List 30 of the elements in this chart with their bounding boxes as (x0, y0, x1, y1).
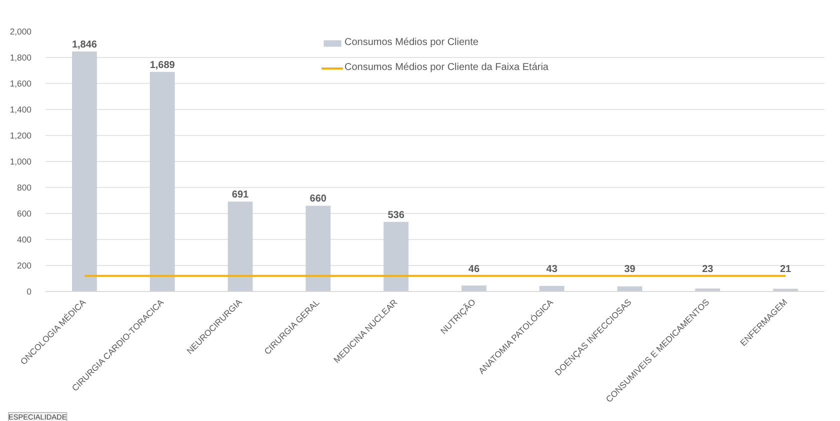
y-tick-label: 1,200 (10, 130, 32, 140)
data-label: 39 (624, 264, 636, 275)
data-label: 660 (310, 194, 327, 205)
legend-label: Consumos Médios por Cliente da Faixa Etária (344, 62, 548, 73)
y-tick-label: 1,800 (10, 52, 32, 62)
y-tick-label: 1,000 (10, 156, 32, 166)
data-label: 21 (780, 264, 792, 275)
data-label: 691 (232, 190, 250, 201)
y-tick-label: 0 (26, 286, 32, 296)
bar (539, 286, 564, 292)
bar (150, 72, 175, 292)
bar (72, 52, 97, 292)
bar (306, 206, 331, 292)
y-tick-label: 1,400 (10, 104, 32, 114)
y-tick-label: 2,000 (10, 26, 32, 36)
y-tick-label: 1,600 (10, 78, 32, 88)
bar (461, 286, 486, 292)
data-label: 43 (546, 264, 558, 275)
y-tick-label: 600 (17, 208, 32, 218)
bar (384, 222, 409, 292)
y-tick-label: 400 (17, 234, 32, 244)
y-tick-label: 200 (17, 260, 32, 270)
legend-label: Consumos Médios por Cliente (344, 37, 478, 48)
data-label: 46 (468, 264, 480, 275)
y-tick-label: 800 (17, 182, 32, 192)
data-label: 23 (702, 264, 714, 275)
data-label: 1,689 (150, 60, 176, 71)
data-label: 536 (388, 210, 405, 221)
data-label: 1,846 (72, 40, 98, 51)
bar (228, 202, 253, 292)
